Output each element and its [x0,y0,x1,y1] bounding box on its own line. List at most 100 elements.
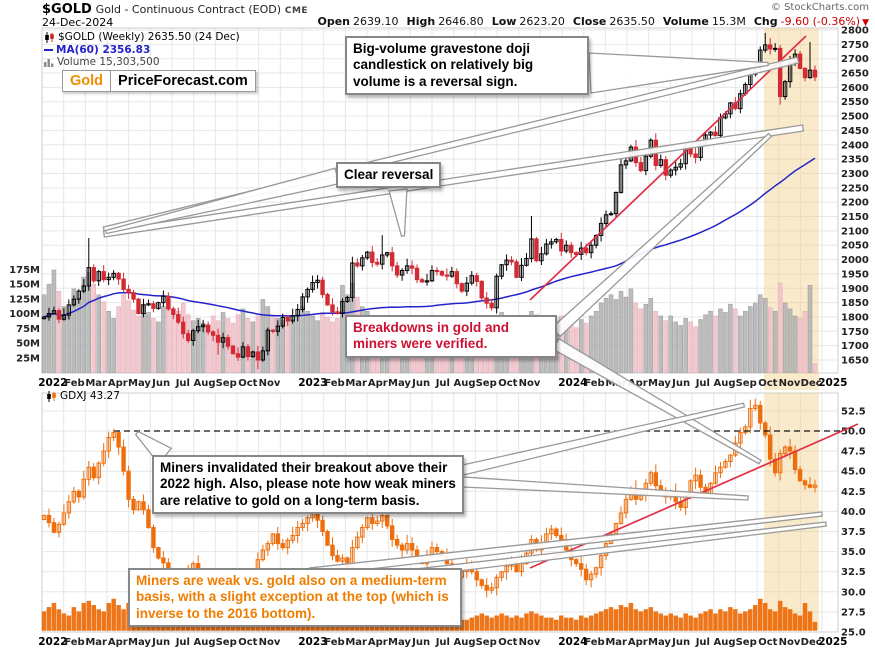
stockcharts-copyright: © StockCharts.com [770,2,869,13]
svg-text:2250: 2250 [841,183,869,194]
symbol-description: Gold - Continuous Contract (EOD) [95,3,282,16]
svg-text:Jul: Jul [175,637,190,648]
svg-text:1900: 1900 [841,284,869,295]
svg-text:May: May [128,378,151,389]
svg-text:Aug: Aug [193,637,215,648]
svg-text:Aug: Aug [193,378,215,389]
gdxj-chart: 25.0 27.5 30.0 32.5 35.0 37.5 40.0 42.5 45.0 47.5… [38,392,866,648]
svg-text:32.5: 32.5 [841,567,866,578]
svg-text:Mar: Mar [345,637,367,648]
svg-text:175M: 175M [9,265,40,276]
gdxj-legend-title: GDXJ 43.27 [60,390,120,402]
svg-text:Feb: Feb [324,637,344,648]
svg-text:Feb: Feb [64,378,84,389]
svg-text:Feb: Feb [324,378,344,389]
ma-line-swatch [44,48,53,51]
svg-text:2450: 2450 [841,126,869,137]
svg-text:2023: 2023 [298,636,327,648]
svg-text:Nov: Nov [259,378,281,389]
svg-text:2300: 2300 [841,169,869,180]
svg-text:Apr: Apr [108,637,128,648]
svg-text:Oct: Oct [238,378,257,389]
change-down-triangle-icon: ▼ [862,18,869,28]
quote-volume-value: 15.3M [711,15,746,28]
svg-text:50M: 50M [16,339,40,350]
svg-text:2024: 2024 [558,377,587,389]
svg-text:2024: 2024 [558,636,587,648]
svg-text:Apr: Apr [108,378,128,389]
exchange-label: CME [284,6,309,16]
svg-text:1700: 1700 [841,341,869,352]
svg-text:Oct: Oct [758,378,777,389]
logo-gold-text: Gold [62,70,111,92]
svg-text:Mar: Mar [85,378,107,389]
svg-text:Jun: Jun [411,378,430,389]
svg-text:Dec: Dec [801,637,822,648]
svg-text:2022: 2022 [38,636,67,648]
svg-text:Sep: Sep [736,378,757,389]
svg-text:2550: 2550 [841,97,869,108]
goldpriceforecast-logo: Gold PriceForecast.com [62,70,256,92]
quote-close-value: 2635.50 [609,15,655,28]
svg-text:Nov: Nov [259,637,281,648]
svg-text:75M: 75M [16,324,40,335]
quote-strip: Open 2639.10 High 2646.80 Low 2623.20 Close 263… [309,15,869,28]
svg-text:2000: 2000 [841,255,869,266]
svg-text:Apr: Apr [628,637,648,648]
annotation-miners-invalidated: Miners invalidated their breakout above … [152,455,464,515]
svg-text:125M: 125M [9,294,40,305]
svg-text:Aug: Aug [713,378,735,389]
svg-text:Aug: Aug [453,637,475,648]
quote-open-value: 2639.10 [353,15,399,28]
svg-text:2150: 2150 [841,212,869,223]
gold-legend: $GOLD (Weekly) 2635.50 (24 Dec) MA(60) 2… [44,31,240,69]
svg-text:1650: 1650 [841,356,869,367]
svg-text:42.5: 42.5 [841,487,866,498]
svg-text:2500: 2500 [841,112,869,123]
quote-chg-value: -9.60 (-0.36%) [780,15,861,28]
svg-text:Sep: Sep [476,637,497,648]
svg-text:50.0: 50.0 [841,427,866,438]
quote-open-label: Open [317,15,350,28]
svg-text:100M: 100M [9,309,40,320]
svg-text:Apr: Apr [368,637,388,648]
legend-candlestick-icon [47,390,56,402]
svg-text:Mar: Mar [345,378,367,389]
annotation-breakdowns: Breakdowns in gold and miners were verif… [345,315,557,358]
svg-text:37.5: 37.5 [841,527,866,538]
svg-text:Apr: Apr [628,378,648,389]
quote-low-label: Low [491,15,517,28]
svg-text:1750: 1750 [841,327,869,338]
gold-legend-volume: Volume 15,303,500 [57,56,160,68]
svg-text:Oct: Oct [498,378,517,389]
svg-text:2350: 2350 [841,155,869,166]
gdxj-legend: GDXJ 43.27 [46,390,120,403]
svg-text:1800: 1800 [841,312,869,323]
svg-text:Jun: Jun [411,637,430,648]
svg-text:Oct: Oct [238,637,257,648]
legend-candlestick-icon [45,31,54,43]
svg-text:25M: 25M [16,353,40,364]
svg-text:May: May [648,378,671,389]
svg-text:Feb: Feb [584,378,604,389]
svg-text:Oct: Oct [758,637,777,648]
quote-close-label: Close [572,15,607,28]
svg-text:Jun: Jun [151,378,170,389]
svg-text:Feb: Feb [64,637,84,648]
svg-text:Aug: Aug [453,378,475,389]
svg-text:2400: 2400 [841,140,869,151]
quote-high-label: High [406,15,436,28]
svg-text:May: May [388,378,411,389]
svg-text:47.5: 47.5 [841,447,866,458]
svg-text:2700: 2700 [841,54,869,65]
gold-legend-title: $GOLD (Weekly) 2635.50 (24 Dec) [58,31,240,43]
svg-text:2800: 2800 [841,26,869,37]
svg-text:Sep: Sep [216,378,237,389]
svg-text:1850: 1850 [841,298,869,309]
annotation-clear-reversal: Clear reversal [336,162,442,189]
svg-text:2200: 2200 [841,198,869,209]
svg-text:Oct: Oct [498,637,517,648]
svg-text:Mar: Mar [85,637,107,648]
svg-text:35.0: 35.0 [841,547,866,558]
svg-text:Dec: Dec [801,378,822,389]
